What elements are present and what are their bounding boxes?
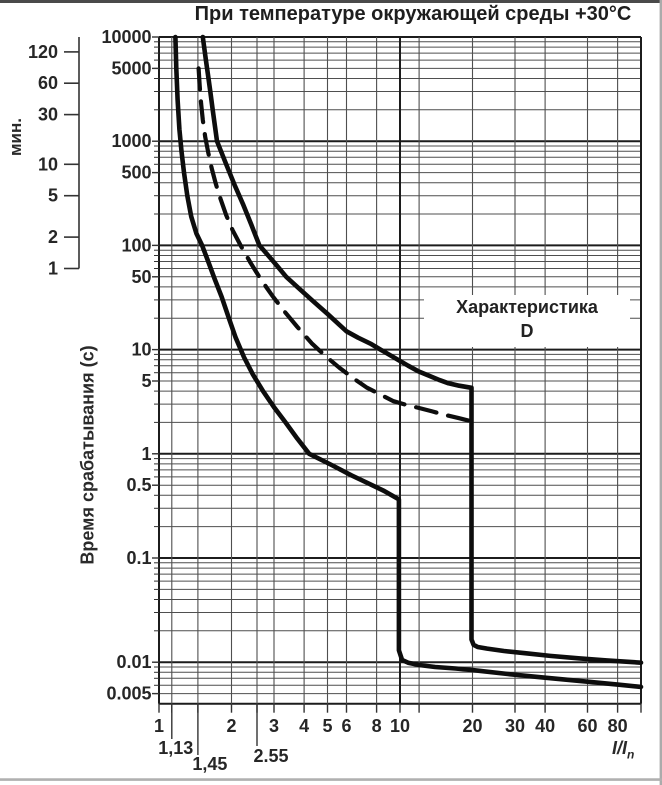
y-axis-title: Время срабатывания (с) [77, 345, 98, 565]
x-axis-title-sub: n [627, 747, 635, 762]
x-tick-label: 40 [535, 716, 555, 736]
y-tick-label: 500 [121, 163, 151, 183]
curve-average [196, 66, 474, 424]
characteristic-annotation-line1: Характеристика [456, 297, 598, 317]
minutes-tick-label: 2 [48, 227, 58, 247]
minutes-tick-label: 5 [48, 186, 58, 206]
x-tick-label: 4 [299, 716, 309, 736]
minutes-tick-label: 1 [48, 259, 58, 279]
y-tick-label: 10000 [101, 27, 151, 47]
x-tick-label: 60 [577, 716, 597, 736]
x-tick-label: 3 [269, 716, 279, 736]
x-tick-label: 6 [341, 716, 351, 736]
curve-upper-boundary [200, 34, 644, 665]
minutes-tick-label: 30 [38, 105, 58, 125]
y-tick-label: 5 [141, 371, 151, 391]
x-tick-label: 80 [608, 716, 628, 736]
x-tick-label: 5 [322, 716, 332, 736]
chart-title: При температуре окружающей среды +30°C [194, 3, 632, 25]
x-axis-title: I/In [612, 738, 634, 762]
x-axis-title-base: I/I [612, 738, 628, 758]
y-tick-label: 0.1 [126, 548, 151, 568]
minutes-tick-label: 10 [38, 154, 58, 174]
characteristic-annotation: Характеристика D [424, 295, 630, 347]
y-tick-label: 0.5 [126, 475, 151, 495]
y-tick-label: 0.01 [116, 652, 151, 672]
minutes-axis-unit: мин. [6, 117, 25, 157]
characteristic-annotation-line2: D [520, 321, 534, 341]
y-tick-label: 0.005 [106, 684, 151, 704]
x-tick-label: 8 [372, 716, 382, 736]
y-tick-label: 5000 [111, 58, 151, 78]
y-tick-label: 100 [121, 235, 151, 255]
minutes-tick-label: 60 [38, 73, 58, 93]
x-tick-label: 2 [226, 716, 236, 736]
y-tick-label: 50 [131, 267, 151, 287]
y-tick-label: 1000 [111, 131, 151, 151]
y-tick-label: 10 [131, 340, 151, 360]
minutes-tick-label: 120 [28, 42, 58, 62]
x-tick-label: 1 [154, 716, 164, 736]
curve-lower-boundary [173, 34, 644, 690]
x-special-label: 1,45 [192, 754, 227, 774]
x-tick-label: 10 [390, 716, 410, 736]
x-tick-label: 20 [462, 716, 482, 736]
x-tick-label: 30 [505, 716, 525, 736]
x-special-label: 2.55 [253, 746, 288, 766]
x-special-label: 1,13 [158, 738, 193, 758]
y-tick-label: 1 [141, 444, 151, 464]
